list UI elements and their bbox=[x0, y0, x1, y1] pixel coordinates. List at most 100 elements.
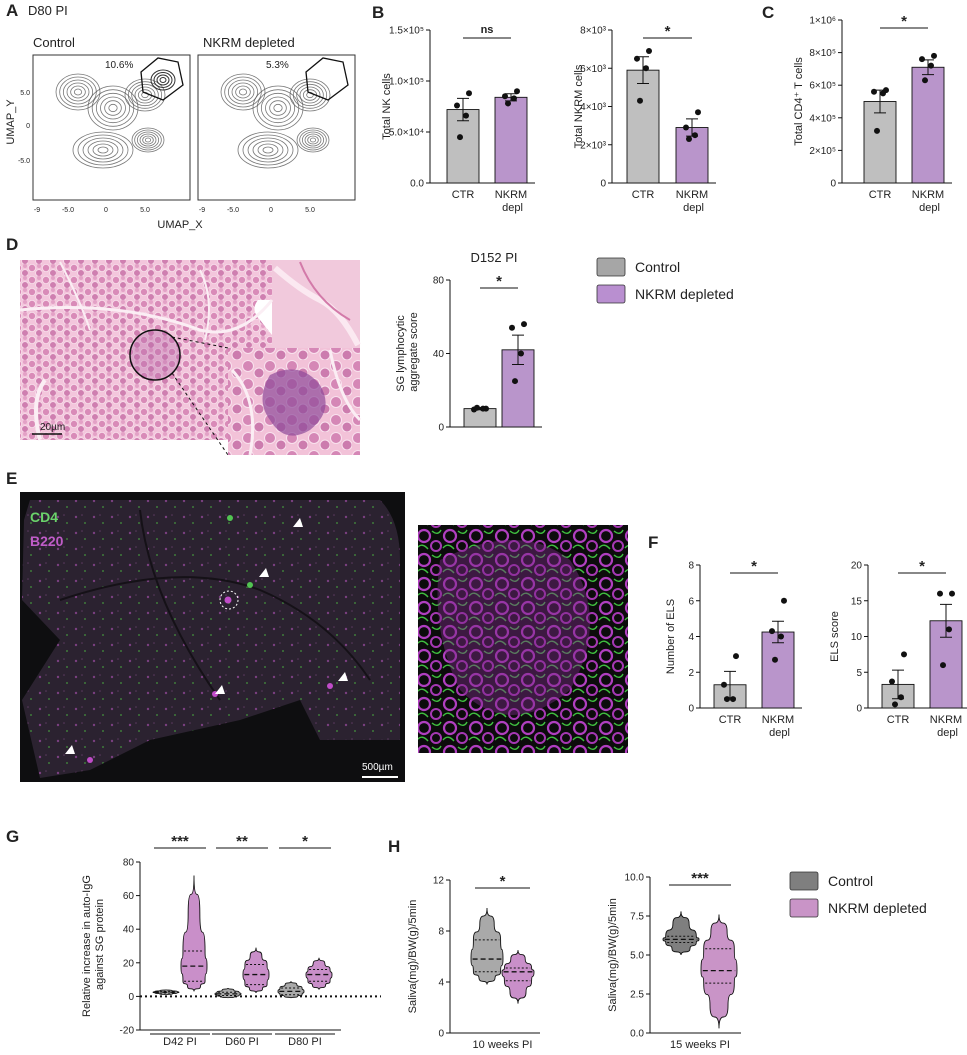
umap-contour bbox=[104, 100, 122, 116]
umap-contour bbox=[127, 81, 163, 109]
x-tick-label: NKRM depl bbox=[495, 189, 527, 214]
umap-ylabel: UMAP_Y bbox=[5, 99, 17, 145]
chart: 0 2×10³ 4×10³ 6×10³ 8×10³ Total NKRM cells CTR… bbox=[573, 23, 716, 214]
umap-contour bbox=[87, 140, 119, 160]
umap-contour bbox=[242, 134, 294, 166]
x-tick-label: NKRM depl bbox=[912, 189, 944, 214]
y-tick-label: 0 bbox=[600, 179, 606, 190]
data-point bbox=[695, 109, 701, 116]
y-tick-label: 4×10³ bbox=[580, 102, 607, 113]
umap-contour bbox=[307, 135, 319, 145]
umap-contour bbox=[262, 146, 274, 154]
error-bar bbox=[457, 97, 469, 122]
y-axis-label: SG lymphocytic aggregate score bbox=[395, 312, 420, 395]
data-point bbox=[949, 590, 955, 597]
umap-contour bbox=[55, 73, 101, 111]
y-tick-label: 2 bbox=[688, 668, 694, 679]
umap-contour bbox=[142, 135, 154, 145]
umap-contour bbox=[82, 137, 124, 163]
data-point bbox=[730, 696, 736, 703]
y-tick-label: 4 bbox=[438, 978, 444, 989]
channel-label: CD4 bbox=[30, 509, 58, 525]
x-tick-label: D60 PI bbox=[225, 1036, 259, 1048]
y-tick-label: 8×10³ bbox=[580, 26, 607, 37]
significance-label: * bbox=[901, 13, 907, 30]
y-tick-label: 2×10⁵ bbox=[809, 146, 836, 157]
bar bbox=[761, 631, 795, 709]
data-point bbox=[928, 62, 934, 69]
histology-image bbox=[19, 260, 362, 456]
panel-label: H bbox=[388, 837, 400, 856]
bar bbox=[463, 408, 497, 428]
data-point bbox=[521, 321, 527, 328]
umap-x-tick-label: 0 bbox=[269, 207, 273, 214]
violin bbox=[470, 908, 504, 985]
x-tick-label: NKRM depl bbox=[762, 714, 794, 739]
data-point bbox=[463, 112, 469, 119]
y-tick-label: 1.0×10⁵ bbox=[389, 77, 424, 88]
data-point bbox=[643, 65, 649, 72]
chart: 0.0 5.0×10⁴ 1.0×10⁵ 1.5×10⁵ Total NK cells CT… bbox=[381, 24, 535, 214]
significance-label: * bbox=[500, 873, 506, 890]
data-point bbox=[457, 134, 463, 141]
data-point bbox=[781, 597, 787, 604]
y-tick-label: 20 bbox=[851, 561, 863, 572]
umap-contour bbox=[304, 133, 322, 147]
violin bbox=[180, 875, 208, 992]
violin bbox=[242, 947, 270, 994]
data-point bbox=[466, 90, 472, 97]
data-point bbox=[940, 662, 946, 669]
legend-label: Control bbox=[635, 259, 680, 275]
data-point bbox=[871, 88, 877, 95]
y-tick-label: 40 bbox=[123, 925, 135, 936]
x-axis-label: 15 weeks PI bbox=[670, 1039, 730, 1050]
data-point bbox=[769, 628, 775, 635]
fluorescence-image bbox=[20, 492, 628, 782]
violin bbox=[214, 987, 242, 999]
bar bbox=[863, 101, 897, 184]
error-bar bbox=[512, 334, 524, 366]
violin bbox=[700, 914, 738, 1029]
x-tick-label: D80 PI bbox=[288, 1036, 322, 1048]
umap-contour bbox=[66, 82, 90, 102]
data-point bbox=[637, 97, 643, 104]
legend-swatch bbox=[596, 257, 626, 277]
data-point bbox=[724, 696, 730, 703]
violin bbox=[662, 911, 700, 956]
umap-contour bbox=[136, 131, 160, 149]
y-axis-label: Relative increase in auto-IgG against SG… bbox=[81, 875, 106, 1017]
bar bbox=[911, 66, 945, 184]
umap-contour bbox=[235, 85, 251, 99]
data-point bbox=[772, 656, 778, 663]
umap-contour bbox=[289, 78, 331, 112]
y-tick-label: 5 bbox=[856, 668, 862, 679]
data-point bbox=[692, 132, 698, 139]
panel-label: A bbox=[6, 1, 18, 20]
umap-contour bbox=[124, 78, 166, 112]
data-point bbox=[509, 324, 515, 331]
significance-label: * bbox=[496, 273, 502, 290]
error-bar bbox=[772, 620, 784, 644]
y-tick-label: 20 bbox=[123, 958, 135, 969]
y-tick-label: 40 bbox=[433, 349, 445, 360]
umap-contour bbox=[153, 72, 173, 88]
umap-y-tick-label: 5.0 bbox=[20, 90, 30, 97]
y-axis-label: Number of ELS bbox=[665, 599, 677, 674]
x-tick-label: CTR bbox=[719, 714, 742, 726]
x-tick-label: NKRM depl bbox=[930, 714, 962, 739]
umap-xlabel: UMAP_X bbox=[157, 219, 203, 231]
umap-x-tick-label: -9 bbox=[34, 207, 40, 214]
umap-contour bbox=[301, 131, 325, 149]
umap-contour bbox=[252, 85, 304, 131]
umap-contour bbox=[256, 89, 300, 127]
umap-contour bbox=[299, 129, 327, 151]
chart: 0 2×10⁵ 4×10⁵ 6×10⁵ 8×10⁵ 1×10⁶ Total CD4⁺ T c… bbox=[793, 13, 952, 214]
violin bbox=[501, 950, 535, 1004]
x-tick-label: D42 PI bbox=[163, 1036, 197, 1048]
data-point bbox=[889, 678, 895, 685]
y-tick-label: 0 bbox=[438, 423, 444, 434]
umap-y-tick-label: -5.0 bbox=[18, 158, 30, 165]
umap-contour bbox=[252, 140, 284, 160]
data-point bbox=[646, 48, 652, 55]
